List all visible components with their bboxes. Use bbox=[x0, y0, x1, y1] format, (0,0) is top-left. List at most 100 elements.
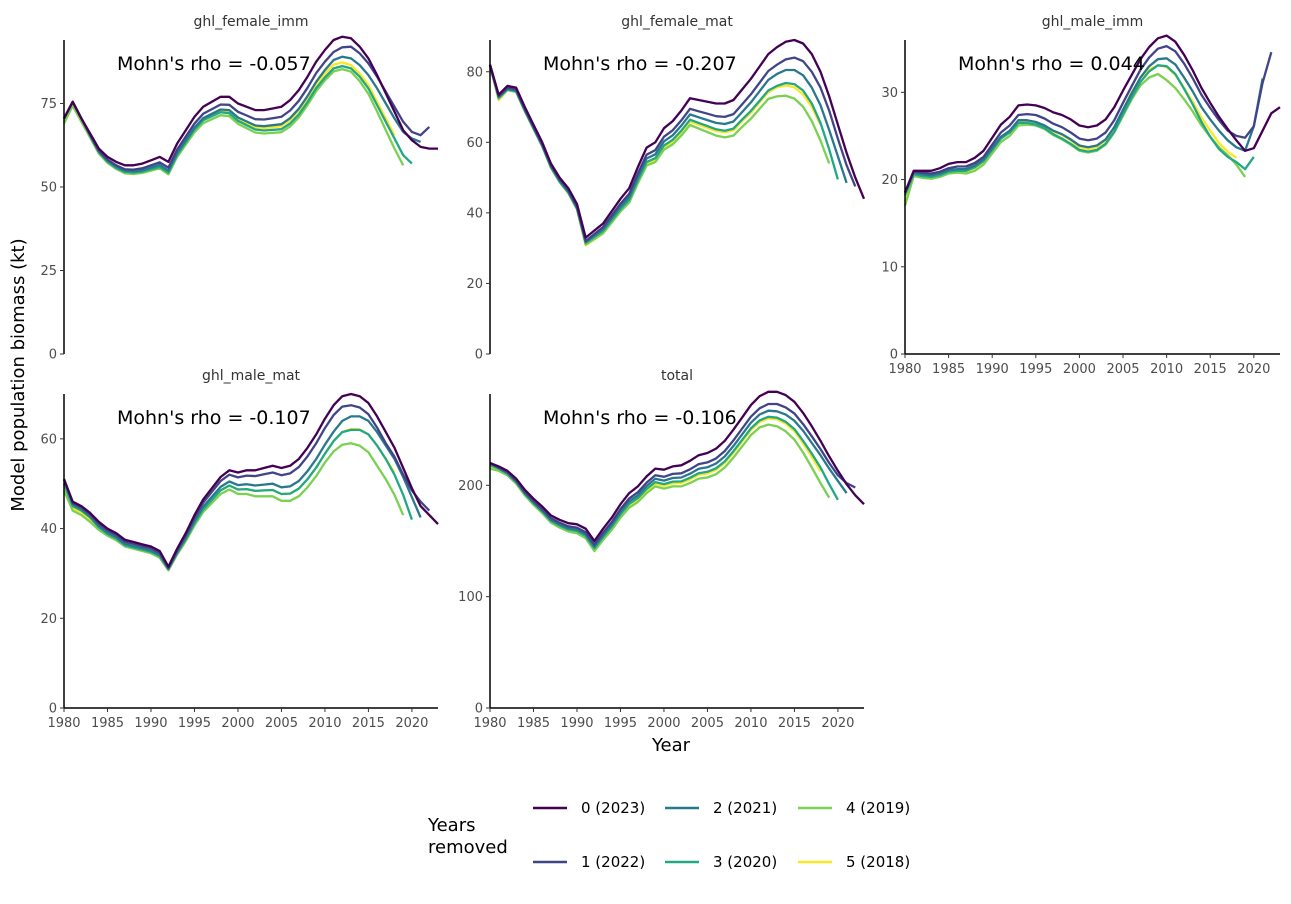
series-line-4-2019- bbox=[62, 442, 405, 572]
x-tick-label: 1995 bbox=[604, 716, 637, 731]
legend-title: Years removed bbox=[427, 815, 508, 858]
x-tick-label: 2015 bbox=[778, 716, 811, 731]
panel-title: ghl_male_mat bbox=[202, 368, 301, 384]
panel-title: ghl_female_mat bbox=[621, 14, 733, 30]
panel-title: ghl_male_imm bbox=[1042, 14, 1144, 30]
y-tick-label: 80 bbox=[466, 65, 483, 80]
series-line-5-2018- bbox=[489, 417, 822, 552]
mohns-rho-label: Mohn's rho = -0.107 bbox=[117, 407, 311, 429]
x-tick-label: 1980 bbox=[888, 362, 921, 377]
series-line-0-2023- bbox=[488, 38, 866, 239]
y-tick-label: 10 bbox=[881, 260, 898, 275]
y-tick-label: 40 bbox=[40, 522, 57, 537]
legend-title-line-1: Years bbox=[427, 815, 476, 836]
x-tick-label: 2010 bbox=[1150, 362, 1183, 377]
legend-label: 1 (2022) bbox=[581, 853, 645, 871]
x-tick-label: 1985 bbox=[91, 716, 124, 731]
legend-label: 3 (2020) bbox=[713, 853, 777, 871]
panel-ghl_female_mat: ghl_female_mat 0 20 40 60 80 Mohn's rho = -0.2… bbox=[466, 14, 866, 363]
series-line-3-2020- bbox=[488, 64, 840, 245]
x-axis-title: Year bbox=[651, 735, 691, 756]
legend-items: 0 (2023) 1 (2022) 2 (2021) 3 (2020) 4 (2019)… bbox=[533, 799, 910, 871]
x-tick-label: 2015 bbox=[1194, 362, 1227, 377]
x-tick-label: 1995 bbox=[178, 716, 211, 731]
mohns-rho-label: Mohn's rho = 0.044 bbox=[958, 53, 1145, 75]
panel-title: ghl_female_imm bbox=[193, 14, 308, 30]
y-tick-label: 60 bbox=[40, 432, 57, 447]
series-line-0-2023- bbox=[489, 390, 865, 543]
y-tick-label: 30 bbox=[881, 86, 898, 101]
panel-total: total 0 100 200 1980 1985 1990 1995 2000 2005 2010… bbox=[458, 368, 865, 731]
x-tick-label: 1990 bbox=[976, 362, 1009, 377]
series-line-0-2023- bbox=[62, 35, 438, 167]
y-tick-label: 75 bbox=[40, 97, 57, 112]
x-tick-label: 2000 bbox=[647, 716, 680, 731]
panel-ghl_female_imm: ghl_female_imm 0 25 50 75 Mohn's rho = -0.057 bbox=[40, 14, 438, 363]
series-line-0-2023- bbox=[903, 34, 1281, 194]
y-tick-label: 0 bbox=[49, 348, 57, 363]
x-tick-label: 2020 bbox=[395, 716, 428, 731]
x-tick-label: 2010 bbox=[734, 716, 767, 731]
series-line-3-2020- bbox=[62, 428, 413, 571]
x-tick-label: 2005 bbox=[265, 716, 298, 731]
mohns-rho-label: Mohn's rho = -0.057 bbox=[117, 53, 311, 75]
legend-item: 5 (2018) bbox=[798, 853, 910, 871]
y-tick-label: 0 bbox=[475, 702, 483, 717]
y-tick-label: 100 bbox=[458, 590, 483, 605]
series-line-0-2023- bbox=[62, 392, 439, 568]
y-tick-label: 0 bbox=[475, 348, 483, 363]
x-tick-label: 1980 bbox=[47, 716, 80, 731]
legend-item: 1 (2022) bbox=[533, 853, 645, 871]
x-tick-label: 1995 bbox=[1019, 362, 1052, 377]
y-tick-label: 50 bbox=[40, 180, 57, 195]
series-line-3-2020- bbox=[489, 415, 839, 550]
x-tick-label: 2000 bbox=[221, 716, 254, 731]
y-tick-label: 40 bbox=[466, 206, 483, 221]
panel-ghl_male_imm: ghl_male_imm 0 10 20 30 1980 1985 1990 1995 2000 2… bbox=[881, 14, 1281, 377]
y-tick-label: 60 bbox=[466, 136, 483, 151]
y-tick-label: 20 bbox=[881, 173, 898, 188]
x-tick-label: 1990 bbox=[560, 716, 593, 731]
x-tick-label: 1985 bbox=[932, 362, 965, 377]
y-tick-label: 0 bbox=[49, 702, 57, 717]
y-axis-title: Model population biomass (kt) bbox=[8, 238, 29, 511]
y-tick-label: 20 bbox=[40, 612, 57, 627]
series-line-3-2020- bbox=[62, 64, 413, 174]
series-line-3-2020- bbox=[903, 64, 1255, 196]
legend: Years removed 0 (2023) 1 (2022) 2 (2021) 3 … bbox=[427, 799, 910, 871]
legend-label: 5 (2018) bbox=[846, 853, 910, 871]
series-line-5-2018- bbox=[62, 427, 396, 571]
series-line-1-2022- bbox=[62, 404, 431, 570]
series-line-4-2019- bbox=[489, 423, 831, 553]
legend-item: 0 (2023) bbox=[533, 799, 645, 817]
x-tick-label: 2000 bbox=[1063, 362, 1096, 377]
x-tick-label: 2015 bbox=[352, 716, 385, 731]
y-tick-label: 20 bbox=[466, 277, 483, 292]
x-tick-label: 1990 bbox=[134, 716, 167, 731]
series-line-4-2019- bbox=[488, 66, 831, 246]
series-line-1-2022- bbox=[62, 45, 431, 171]
x-tick-label: 2010 bbox=[308, 716, 341, 731]
y-tick-label: 25 bbox=[40, 264, 57, 279]
x-tick-label: 1985 bbox=[517, 716, 550, 731]
mohns-rho-label: Mohn's rho = -0.106 bbox=[543, 407, 737, 429]
legend-item: 2 (2021) bbox=[665, 799, 777, 817]
y-tick-label: 200 bbox=[458, 479, 483, 494]
x-tick-label: 2020 bbox=[1237, 362, 1270, 377]
legend-label: 0 (2023) bbox=[581, 799, 645, 817]
series-line-1-2022- bbox=[489, 402, 856, 546]
legend-label: 2 (2021) bbox=[713, 799, 777, 817]
mohns-rho-label: Mohn's rho = -0.207 bbox=[543, 53, 737, 75]
series-line-2-2021- bbox=[903, 57, 1264, 194]
x-tick-label: 2005 bbox=[691, 716, 724, 731]
x-tick-label: 2020 bbox=[821, 716, 854, 731]
series-line-1-2022- bbox=[903, 44, 1273, 194]
legend-item: 4 (2019) bbox=[798, 799, 910, 817]
legend-title-line-2: removed bbox=[428, 837, 508, 858]
series-line-2-2021- bbox=[489, 409, 848, 548]
legend-item: 3 (2020) bbox=[665, 853, 777, 871]
series-line-2-2021- bbox=[488, 64, 848, 243]
series-line-4-2019- bbox=[62, 67, 405, 176]
series-line-2-2021- bbox=[62, 415, 422, 571]
